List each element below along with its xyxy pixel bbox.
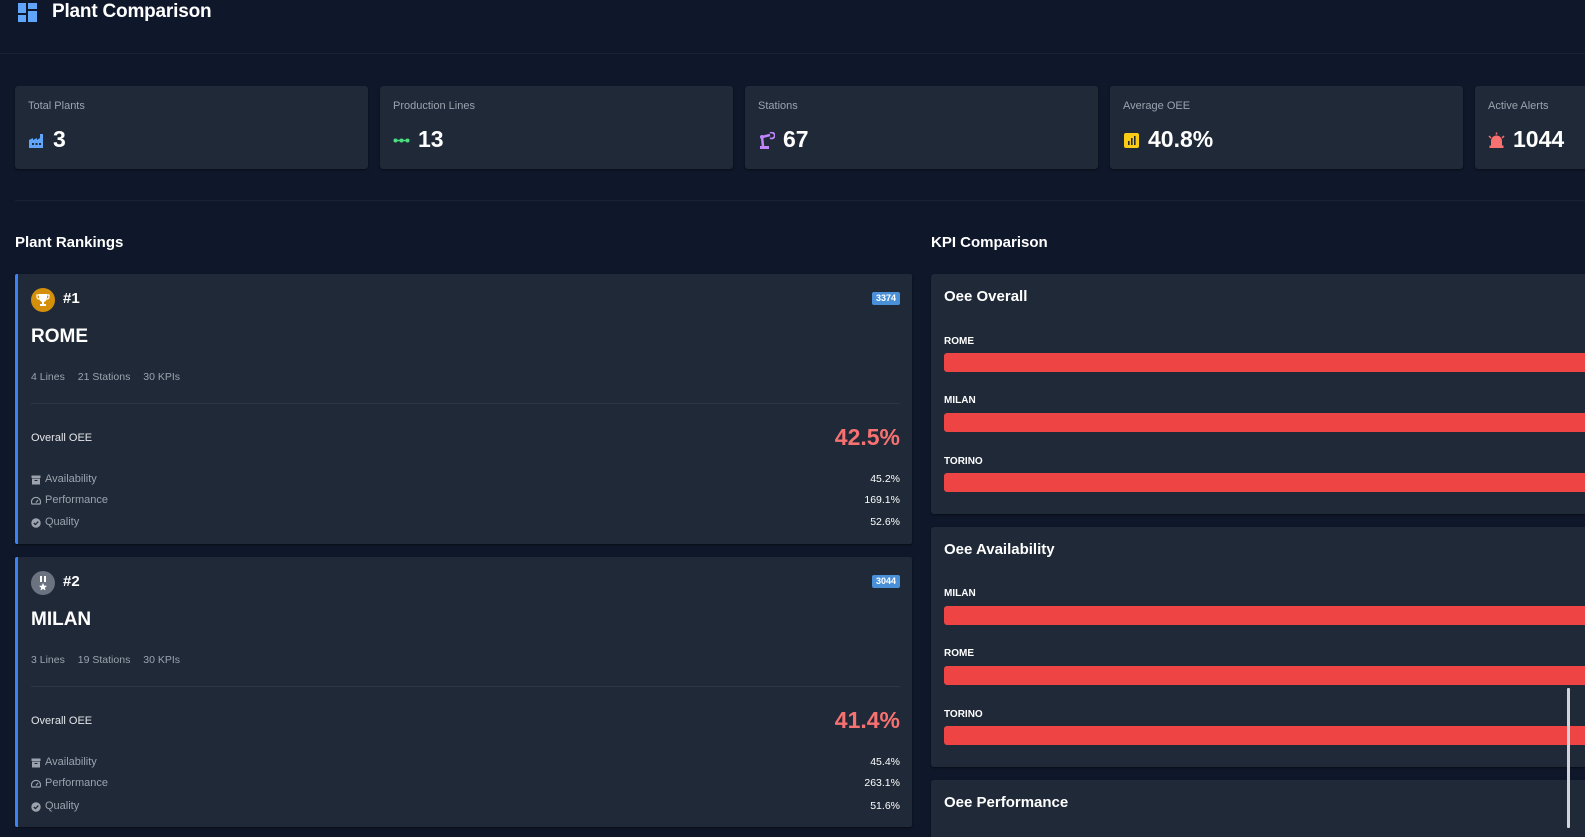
metric-row-performance: Performance 169.1% [31, 494, 900, 508]
metric-row-quality: Quality 51.6% [31, 800, 900, 814]
robot-arm-icon [760, 132, 775, 149]
stat-label: Active Alerts [1488, 100, 1549, 112]
stat-value: 3 [53, 126, 66, 152]
kpi-count: 30 KPIs [143, 654, 181, 666]
kpi-bar [944, 353, 1585, 372]
kpi-card-oee-availability: Oee Availability MILAN ROME TORINO [931, 527, 1585, 767]
station-count: 19 Stations [77, 654, 131, 666]
plant-id-badge: 3374 [871, 292, 900, 305]
factory-icon [29, 134, 43, 148]
plant-rank-card-rome[interactable]: #1 3374 ROME 4 Lines 21 Stations 30 KPIs… [15, 274, 912, 544]
station-count: 21 Stations [77, 371, 131, 383]
kpi-card-title: Oee Performance [944, 794, 1069, 811]
dashboard-grid-icon [18, 3, 37, 22]
rank-number: #2 [63, 573, 80, 590]
kpi-bar-label: ROME [944, 648, 974, 659]
medal-icon [31, 571, 55, 595]
overall-oee-value: 41.4% [834, 707, 900, 733]
kpi-bar [944, 726, 1585, 745]
kpi-card-title: Oee Availability [944, 541, 1055, 558]
stat-value: 13 [418, 126, 444, 152]
gauge-icon [31, 779, 41, 788]
card-divider [31, 686, 900, 687]
chart-box-icon [1124, 133, 1139, 148]
summary-stats: Total Plants 3 Production Lines 13 Stati… [15, 86, 1585, 169]
archive-icon [31, 758, 41, 768]
kpi-card-oee-overall: Oee Overall ROME MILAN TORINO [931, 274, 1585, 514]
kpi-bar [944, 413, 1585, 432]
kpi-bar [944, 606, 1585, 625]
plant-meta: 4 Lines 21 Stations 30 KPIs [31, 371, 190, 383]
stat-value: 67 [783, 126, 809, 152]
gauge-icon [31, 496, 41, 505]
metric-label: Quality [45, 800, 80, 812]
metric-label: Quality [45, 516, 80, 528]
archive-icon [31, 475, 41, 485]
plant-rankings-title: Plant Rankings [15, 234, 124, 251]
alarm-bell-icon [1488, 132, 1505, 148]
metric-value: 263.1% [864, 777, 900, 789]
scrollbar-thumb[interactable] [1567, 688, 1570, 828]
line-count: 4 Lines [31, 371, 65, 383]
stat-value: 1044 [1513, 126, 1565, 152]
check-badge-icon [31, 518, 41, 528]
stat-label: Average OEE [1123, 100, 1191, 112]
card-divider [31, 403, 900, 404]
overall-oee-value: 42.5% [834, 424, 900, 450]
kpi-bar-label: TORINO [944, 456, 983, 467]
page-header: Plant Comparison [0, 0, 1585, 54]
stat-label: Total Plants [28, 100, 85, 112]
plant-id-badge: 3044 [871, 575, 900, 588]
plant-name: MILAN [31, 609, 92, 630]
metric-row-quality: Quality 52.6% [31, 516, 900, 530]
metric-label: Performance [45, 777, 108, 789]
kpi-bar-label: ROME [944, 336, 974, 347]
stat-label: Stations [758, 100, 798, 112]
metric-row-performance: Performance 263.1% [31, 777, 900, 791]
plant-name: ROME [31, 326, 88, 347]
stat-card-production-lines: Production Lines 13 [380, 86, 733, 169]
overall-oee-label: Overall OEE [31, 715, 93, 727]
trophy-icon [31, 288, 55, 312]
line-count: 3 Lines [31, 654, 65, 666]
kpi-bar [944, 666, 1585, 685]
kpi-bar-label: MILAN [944, 395, 976, 406]
kpi-bar-label: TORINO [944, 709, 983, 720]
stat-card-average-oee: Average OEE 40.8% [1110, 86, 1463, 169]
kpi-comparison-title: KPI Comparison [931, 234, 1048, 251]
metric-value: 45.2% [870, 473, 900, 485]
metric-row-availability: Availability 45.2% [31, 473, 900, 487]
metric-label: Availability [45, 473, 97, 485]
stat-value: 40.8% [1148, 126, 1214, 152]
stat-card-stations: Stations 67 [745, 86, 1098, 169]
kpi-bar-label: MILAN [944, 588, 976, 599]
kpi-bar [944, 473, 1585, 492]
metric-row-availability: Availability 45.4% [31, 756, 900, 770]
stat-label: Production Lines [393, 100, 475, 112]
metric-value: 51.6% [870, 800, 900, 812]
kpi-card-title: Oee Overall [944, 288, 1028, 305]
page-title: Plant Comparison [52, 1, 212, 22]
kpi-card-oee-performance: Oee Performance [931, 780, 1585, 837]
stat-card-active-alerts: Active Alerts 1044 [1475, 86, 1585, 169]
metric-value: 169.1% [864, 494, 900, 506]
plant-rank-card-milan[interactable]: #2 3044 MILAN 3 Lines 19 Stations 30 KPI… [15, 557, 912, 827]
overall-oee-label: Overall OEE [31, 432, 93, 444]
metric-label: Availability [45, 756, 97, 768]
stat-card-total-plants: Total Plants 3 [15, 86, 368, 169]
section-divider [15, 200, 1585, 201]
line-nodes-icon [393, 138, 410, 143]
kpi-count: 30 KPIs [143, 371, 181, 383]
metric-label: Performance [45, 494, 108, 506]
plant-meta: 3 Lines 19 Stations 30 KPIs [31, 654, 190, 666]
metric-value: 52.6% [870, 516, 900, 528]
metric-value: 45.4% [870, 756, 900, 768]
rank-number: #1 [63, 290, 80, 307]
check-badge-icon [31, 802, 41, 812]
